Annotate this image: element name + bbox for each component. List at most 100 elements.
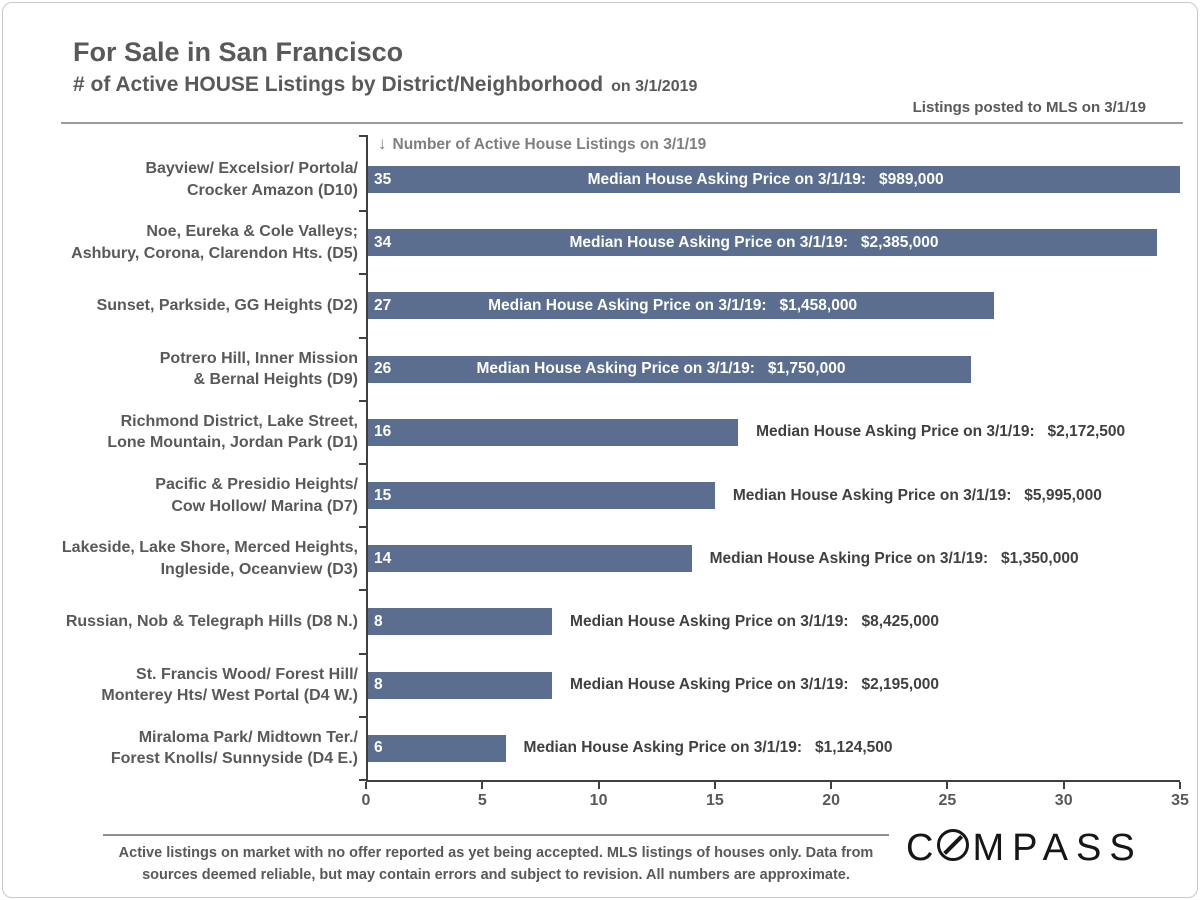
y-tick	[359, 526, 366, 529]
disclaimer-line: Active listings on market with no offer …	[118, 845, 874, 861]
bar-area: 35 Median House Asking Price on 3/1/19: …	[366, 166, 1186, 194]
chart-row: Pacific & Presidio Heights/Cow Hollow/ M…	[61, 464, 1191, 527]
chart-row: Lakeside, Lake Shore, Merced Heights, Ing…	[61, 527, 1191, 590]
bar-value-label: 26	[374, 360, 392, 378]
bar: 8	[366, 608, 553, 636]
compass-o-icon	[937, 829, 970, 861]
bar-area: 8 Median House Asking Price on 3/1/19: $…	[366, 671, 1186, 699]
compass-logo: C MPASS	[906, 827, 1143, 870]
bar: 16	[366, 418, 739, 446]
median-price-label: Median House Asking Price on 3/1/19: $5,…	[732, 486, 1102, 504]
disclaimer-line: sources deemed reliable, but may contain…	[142, 866, 850, 883]
header-divider	[61, 122, 1183, 124]
y-tick	[359, 715, 366, 718]
median-price-label: Median House Asking Price on 3/1/19: $1,…	[488, 296, 858, 314]
bar-value-label: 15	[374, 486, 392, 504]
bar: 15	[366, 482, 715, 510]
x-axis-title-text: Number of Active House Listings on 3/1/1…	[392, 136, 707, 153]
subtitle-text: # of Active HOUSE Listings by District/N…	[73, 73, 604, 96]
y-tick	[359, 135, 366, 137]
category-label: Bayview/ Excelsior/ Portola/Crocker Amaz…	[145, 160, 358, 199]
y-tick	[359, 463, 366, 465]
chart-rows: Bayview/ Excelsior/ Portola/Crocker Amaz…	[61, 148, 1191, 780]
chart-row: Miraloma Park/ Midtown Ter./Forest Knoll…	[61, 717, 1191, 780]
bar-area: 27 Median House Asking Price on 3/1/19: …	[366, 292, 1186, 320]
bar-area: 16 Median House Asking Price on 3/1/19: …	[366, 418, 1186, 446]
footer-divider	[103, 834, 889, 836]
y-tick	[359, 652, 366, 655]
category-label: Pacific & Presidio Heights/Cow Hollow/ M…	[155, 475, 358, 515]
category-label: Miraloma Park/ Midtown Ter./Forest Knoll…	[110, 728, 358, 768]
category-label: Lakeside, Lake Shore, Merced Heights, Ing…	[61, 539, 358, 578]
chart-row: St. Francis Wood/ Forest Hill/Monterey H…	[61, 654, 1191, 717]
x-tick	[597, 782, 600, 789]
category-label: St. Francis Wood/ Forest Hill/Monterey H…	[101, 665, 358, 705]
bar: 26 Median House Asking Price on 3/1/19: …	[366, 355, 971, 383]
category-label: Sunset, Parkside, GG Heights (D2)	[96, 297, 358, 315]
x-axis-line	[366, 780, 1180, 782]
x-tick-label: 10	[589, 792, 608, 809]
bar: 27 Median House Asking Price on 3/1/19: …	[366, 292, 994, 320]
mls-note: Listings posted to MLS on 3/1/19	[912, 99, 1146, 116]
median-price-label: Median House Asking Price on 3/1/19: $1,…	[476, 360, 846, 378]
category-label: Richmond District, Lake Street, Lone Moun…	[107, 412, 358, 452]
median-price-label: Median House Asking Price on 3/1/19: $8,…	[570, 612, 940, 630]
x-tick	[365, 782, 367, 789]
bar-area: 26 Median House Asking Price on 3/1/19: …	[366, 355, 1186, 383]
bar: 6	[366, 734, 506, 762]
chart-row: Richmond District, Lake Street, Lone Moun…	[61, 401, 1191, 464]
median-price-label: Median House Asking Price on 3/1/19: $2,…	[570, 676, 940, 694]
chart-row: Noe, Eureka & Cole Valleys; Ashbury, Coro…	[61, 211, 1191, 274]
bar-value-label: 6	[374, 739, 383, 757]
bar: 8	[366, 671, 553, 699]
bar-value-label: 8	[374, 612, 383, 630]
logo-letters: MPASS	[972, 827, 1143, 869]
y-tick	[359, 210, 366, 213]
x-tick-label: 20	[822, 792, 841, 809]
bar-area: 14 Median House Asking Price on 3/1/19: …	[366, 545, 1186, 573]
x-tick-label: 30	[1054, 792, 1073, 809]
bar-value-label: 16	[374, 423, 392, 441]
bar: 35 Median House Asking Price on 3/1/19: …	[366, 166, 1180, 194]
x-tick-label: 25	[938, 792, 957, 809]
bar-area: 8 Median House Asking Price on 3/1/19: $…	[366, 608, 1186, 636]
bar: 34 Median House Asking Price on 3/1/19: …	[366, 229, 1157, 257]
y-tick	[359, 399, 366, 402]
logo-letter: C	[906, 827, 942, 869]
page-subtitle: # of Active HOUSE Listings by District/N…	[73, 73, 697, 97]
category-label: Noe, Eureka & Cole Valleys; Ashbury, Coro…	[71, 223, 358, 262]
median-price-label: Median House Asking Price on 3/1/19: $2,…	[756, 423, 1126, 441]
y-tick	[359, 336, 366, 339]
x-tick-label: 5	[477, 792, 487, 809]
x-tick	[1179, 782, 1181, 789]
x-tick-label: 0	[361, 792, 371, 809]
x-tick	[830, 782, 833, 789]
bar-value-label: 8	[374, 676, 383, 694]
x-tick	[1062, 782, 1065, 789]
bar-area: 6 Median House Asking Price on 3/1/19: $…	[366, 734, 1186, 762]
bar-value-label: 35	[374, 170, 392, 188]
disclaimer: Active listings on market with no offer …	[99, 843, 893, 887]
y-axis-line	[366, 135, 368, 780]
page-title: For Sale in San Francisco	[73, 37, 404, 67]
chart-row: Sunset, Parkside, GG Heights (D2) 27 Med…	[61, 274, 1191, 337]
x-tick-label: 15	[705, 792, 724, 809]
bar: 14	[366, 545, 692, 573]
down-arrow-icon: ↓	[378, 134, 387, 153]
subtitle-date: on 3/1/2019	[611, 78, 698, 95]
bar-value-label: 34	[374, 233, 392, 251]
category-label: Russian, Nob & Telegraph Hills (D8 N.)	[65, 613, 358, 631]
y-tick	[359, 273, 366, 276]
x-tick-label: 35	[1171, 792, 1189, 809]
x-axis-title: ↓ Number of Active House Listings on 3/1/…	[378, 134, 706, 154]
median-price-label: Median House Asking Price on 3/1/19: $1,…	[709, 549, 1079, 567]
chart-row: Bayview/ Excelsior/ Portola/Crocker Amaz…	[61, 148, 1191, 211]
bar-value-label: 27	[374, 296, 392, 314]
bar-chart: ↓ Number of Active House Listings on 3/1/…	[61, 129, 1191, 829]
category-label: Potrero Hill, Inner Mission & Bernal Heig…	[159, 349, 358, 389]
y-tick	[359, 779, 366, 781]
chart-row: Russian, Nob & Telegraph Hills (D8 N.) 8…	[61, 590, 1191, 653]
median-price-label: Median House Asking Price on 3/1/19: $1,…	[523, 739, 893, 757]
x-tick	[946, 782, 949, 789]
